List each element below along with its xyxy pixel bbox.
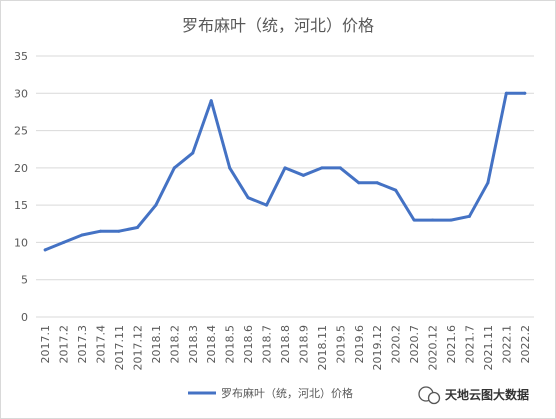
data-point bbox=[357, 181, 361, 185]
x-tick-label: 2018.9 bbox=[297, 325, 310, 364]
data-point bbox=[467, 214, 471, 218]
x-tick-label: 2018.11 bbox=[316, 325, 329, 371]
data-point bbox=[394, 188, 398, 192]
data-point bbox=[338, 166, 342, 170]
data-point bbox=[486, 181, 490, 185]
x-axis-tick-labels: 2017.1 2017.2 2017.3 2017.4 2017.11 2017.12 20… bbox=[39, 325, 532, 371]
x-tick-label: 2017.4 bbox=[95, 325, 108, 364]
data-point bbox=[283, 166, 287, 170]
data-point bbox=[62, 240, 66, 244]
x-tick-label: 2021.7 bbox=[463, 325, 476, 364]
data-point bbox=[449, 218, 453, 222]
x-tick-label: 2017.3 bbox=[76, 325, 89, 364]
x-tick-label: 2021.6 bbox=[445, 325, 458, 364]
data-point bbox=[431, 218, 435, 222]
legend: 罗布麻叶（统，河北）价格 bbox=[188, 386, 353, 400]
data-point bbox=[99, 229, 103, 233]
legend-label: 罗布麻叶（统，河北）价格 bbox=[221, 386, 353, 400]
data-point bbox=[135, 226, 139, 230]
y-tick-label: 30 bbox=[14, 87, 28, 100]
y-tick-label: 35 bbox=[14, 50, 28, 63]
watermark-text: 天地云图大数据 bbox=[445, 387, 529, 402]
x-tick-label: 2018.7 bbox=[261, 325, 274, 364]
x-tick-label: 2020.7 bbox=[408, 325, 421, 364]
x-tick-label: 2019.5 bbox=[334, 325, 347, 364]
data-point bbox=[265, 203, 269, 207]
y-tick-label: 10 bbox=[14, 236, 28, 249]
x-tick-label: 2017.11 bbox=[113, 325, 126, 371]
x-tick-label: 2021.11 bbox=[482, 325, 495, 371]
x-tick-label: 2020.2 bbox=[390, 325, 403, 364]
x-tick-label: 2019.12 bbox=[371, 325, 384, 371]
x-tick-label: 2017.12 bbox=[131, 325, 144, 371]
x-tick-label: 2018.5 bbox=[224, 325, 237, 364]
data-point bbox=[43, 248, 47, 252]
data-point bbox=[117, 229, 121, 233]
y-axis-tick-labels: 0 5 10 15 20 25 30 35 bbox=[14, 50, 28, 324]
data-point bbox=[320, 166, 324, 170]
data-point bbox=[172, 166, 176, 170]
data-point bbox=[375, 181, 379, 185]
x-tick-label: 2018.2 bbox=[168, 325, 181, 364]
wechat-icon bbox=[418, 386, 441, 405]
x-tick-label: 2022.1 bbox=[500, 325, 513, 364]
y-tick-label: 5 bbox=[21, 274, 28, 287]
x-tick-label: 2020.12 bbox=[427, 325, 440, 371]
x-tick-label: 2018.8 bbox=[279, 325, 292, 364]
watermark: 天地云图大数据 bbox=[418, 386, 529, 405]
data-point bbox=[228, 166, 232, 170]
chart-title: 罗布麻叶（统，河北）价格 bbox=[182, 16, 374, 35]
data-point bbox=[523, 91, 527, 95]
x-tick-label: 2018.1 bbox=[150, 325, 163, 364]
data-point bbox=[246, 196, 250, 200]
data-point bbox=[412, 218, 416, 222]
y-tick-label: 25 bbox=[14, 125, 28, 138]
data-point bbox=[209, 99, 213, 103]
x-tick-label: 2022.2 bbox=[519, 325, 532, 364]
x-tick-label: 2018.6 bbox=[242, 325, 255, 364]
x-tick-label: 2017.1 bbox=[39, 325, 52, 364]
x-tick-label: 2017.2 bbox=[58, 325, 71, 364]
series-layer bbox=[43, 91, 527, 252]
x-tick-label: 2018.4 bbox=[205, 325, 218, 364]
data-point bbox=[80, 233, 84, 237]
y-tick-label: 0 bbox=[21, 311, 28, 324]
data-point bbox=[154, 203, 158, 207]
x-tick-label: 2019.6 bbox=[353, 325, 366, 364]
data-point bbox=[504, 91, 508, 95]
x-tick-label: 2018.3 bbox=[187, 325, 200, 364]
data-point bbox=[191, 151, 195, 155]
y-tick-label: 15 bbox=[14, 199, 28, 212]
y-tick-label: 20 bbox=[14, 162, 28, 175]
data-point bbox=[301, 173, 305, 177]
